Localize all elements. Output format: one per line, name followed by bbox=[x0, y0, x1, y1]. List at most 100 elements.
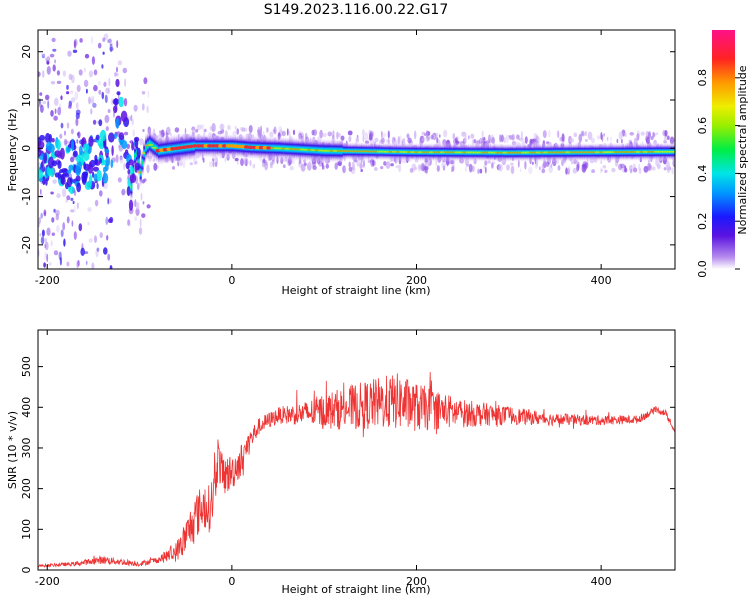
ridge-core bbox=[653, 150, 660, 153]
noise-speckle bbox=[87, 273, 89, 276]
ridge-core bbox=[295, 148, 301, 151]
ridge-core bbox=[657, 150, 663, 153]
noise-speckle bbox=[88, 238, 93, 243]
turbulent-blob bbox=[79, 145, 83, 156]
noise-speckle bbox=[406, 133, 410, 139]
noise-speckle bbox=[666, 135, 670, 141]
noise-speckle bbox=[68, 73, 73, 81]
noise-speckle bbox=[482, 136, 486, 141]
noise-speckle bbox=[66, 91, 70, 95]
noise-speckle bbox=[643, 165, 649, 173]
ridge-core bbox=[413, 151, 420, 154]
noise-speckle bbox=[78, 223, 83, 232]
ridge-core bbox=[565, 151, 571, 154]
ridge-core bbox=[454, 151, 460, 154]
ridge-core bbox=[665, 150, 671, 153]
ridge-core bbox=[502, 151, 508, 154]
noise-speckle bbox=[407, 132, 409, 138]
noise-speckle bbox=[93, 276, 95, 282]
y-tick-label: 0 bbox=[20, 145, 33, 152]
turbulent-blob bbox=[54, 150, 61, 157]
noise-speckle bbox=[166, 126, 171, 136]
ridge-column bbox=[137, 147, 140, 179]
ridge-core bbox=[561, 151, 567, 154]
noise-speckle bbox=[91, 56, 95, 65]
noise-speckle bbox=[53, 115, 58, 121]
ridge-core bbox=[642, 150, 649, 153]
noise-speckle bbox=[53, 250, 59, 256]
noise-speckle bbox=[172, 166, 175, 170]
noise-speckle bbox=[561, 133, 565, 142]
noise-speckle bbox=[51, 217, 55, 223]
colorbar-label: Normalized spectral amplitude bbox=[736, 65, 749, 234]
noise-speckle bbox=[126, 143, 130, 149]
turbulent-blob bbox=[96, 169, 102, 182]
noise-speckle bbox=[435, 132, 439, 139]
noise-speckle bbox=[60, 282, 64, 286]
noise-speckle bbox=[62, 287, 64, 294]
noise-speckle bbox=[647, 131, 652, 139]
snr-x-axis-label: Height of straight line (km) bbox=[281, 583, 430, 596]
noise-speckle bbox=[85, 260, 88, 265]
noise-speckle bbox=[580, 130, 585, 137]
turbulent-blob bbox=[40, 161, 44, 169]
noise-speckle bbox=[652, 166, 656, 171]
noise-speckle bbox=[252, 163, 256, 169]
noise-speckle bbox=[610, 136, 612, 143]
noise-speckle bbox=[51, 232, 55, 236]
ridge-core bbox=[476, 151, 482, 154]
noise-speckle bbox=[312, 165, 317, 170]
noise-speckle bbox=[510, 162, 514, 166]
turbulent-blob bbox=[113, 105, 118, 114]
noise-speckle bbox=[214, 161, 218, 167]
noise-speckle bbox=[85, 273, 88, 279]
ridge-core bbox=[148, 143, 154, 146]
noise-speckle bbox=[50, 110, 54, 117]
noise-speckle bbox=[82, 275, 84, 282]
noise-speckle bbox=[220, 123, 223, 131]
ridge-core bbox=[221, 144, 228, 148]
ridge-core bbox=[554, 151, 560, 154]
ridge-core bbox=[506, 151, 512, 154]
noise-speckle bbox=[46, 227, 51, 236]
noise-speckle bbox=[73, 40, 77, 49]
ridge-core bbox=[557, 151, 564, 154]
noise-speckle bbox=[582, 161, 588, 168]
ridge-core bbox=[439, 151, 445, 154]
ridge-core bbox=[498, 151, 504, 154]
noise-speckle bbox=[115, 154, 119, 163]
ridge-core bbox=[487, 151, 493, 154]
noise-speckle bbox=[78, 69, 83, 76]
noise-speckle bbox=[503, 136, 506, 144]
noise-speckle bbox=[51, 37, 56, 43]
chart-title: S149.2023.116.00.22.G17 bbox=[264, 2, 449, 18]
noise-speckle bbox=[105, 216, 109, 225]
noise-speckle bbox=[266, 127, 269, 133]
noise-speckle bbox=[542, 130, 547, 139]
noise-speckle bbox=[114, 72, 117, 77]
noise-speckle bbox=[109, 42, 113, 46]
ridge-core bbox=[605, 151, 612, 154]
ridge-core bbox=[137, 171, 143, 174]
noise-speckle bbox=[48, 262, 52, 266]
ridge-core bbox=[631, 150, 638, 153]
noise-speckle bbox=[520, 130, 523, 140]
ridge-core bbox=[602, 151, 608, 154]
ridge-core bbox=[332, 149, 338, 152]
noise-speckle bbox=[348, 135, 352, 143]
noise-speckle bbox=[567, 168, 570, 175]
noise-speckle bbox=[479, 168, 483, 174]
noise-speckle bbox=[45, 94, 50, 101]
noise-speckle bbox=[45, 237, 47, 244]
noise-speckle bbox=[204, 128, 207, 133]
noise-speckle bbox=[500, 134, 504, 143]
noise-speckle bbox=[363, 159, 365, 168]
noise-speckle bbox=[508, 134, 512, 139]
noise-speckle bbox=[603, 133, 605, 137]
noise-speckle bbox=[584, 139, 588, 142]
noise-speckle bbox=[385, 161, 391, 169]
turbulent-blob bbox=[108, 132, 115, 143]
ridge-core bbox=[428, 151, 434, 154]
noise-speckle bbox=[374, 137, 379, 143]
ridge-core bbox=[258, 145, 264, 150]
